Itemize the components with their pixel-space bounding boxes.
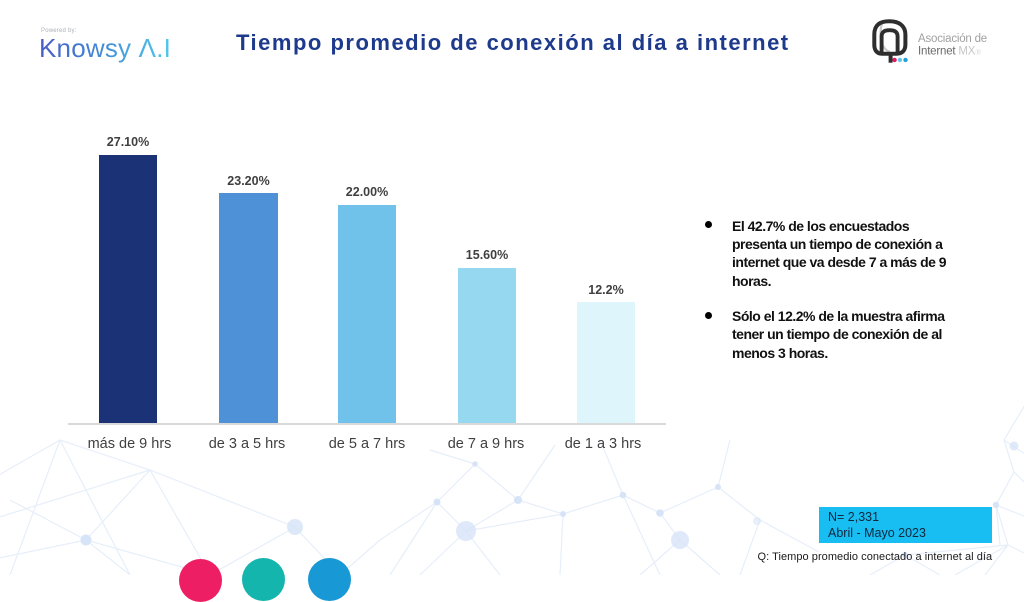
svg-text:Internet MXⓇ: Internet MXⓇ (918, 45, 981, 57)
svg-text:Asociación de: Asociación de (918, 33, 987, 45)
